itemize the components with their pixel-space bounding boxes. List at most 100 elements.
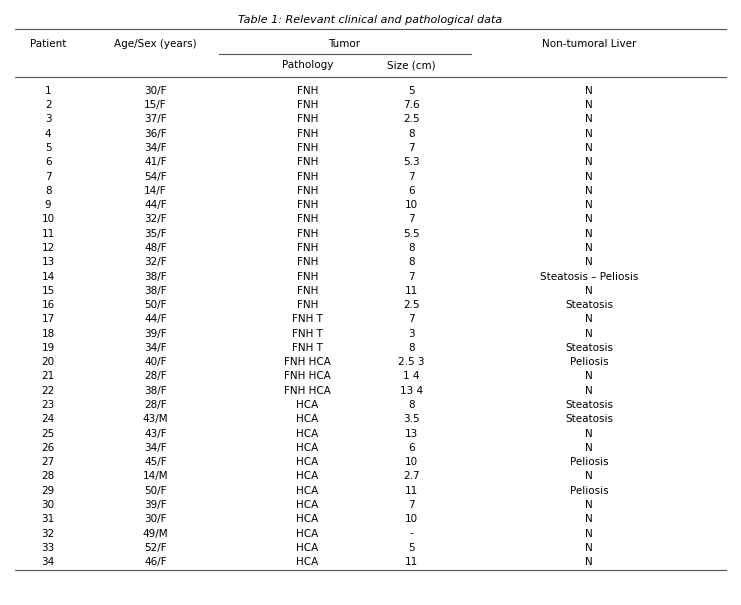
Text: HCA: HCA [296, 557, 319, 567]
Text: 18: 18 [41, 329, 55, 339]
Text: FNH: FNH [297, 143, 318, 153]
Text: FNH: FNH [297, 229, 318, 239]
Text: N: N [585, 229, 593, 239]
Text: 3.5: 3.5 [403, 414, 419, 424]
Text: N: N [585, 114, 593, 125]
Text: Pathology: Pathology [282, 60, 333, 71]
Text: 10: 10 [41, 214, 55, 224]
Text: N: N [585, 286, 593, 296]
Text: FNH: FNH [297, 272, 318, 281]
Text: 7: 7 [408, 143, 414, 153]
Text: FNH HCA: FNH HCA [284, 386, 331, 396]
Text: N: N [585, 386, 593, 396]
Text: HCA: HCA [296, 443, 319, 453]
Text: 7: 7 [408, 315, 414, 324]
Text: FNH: FNH [297, 186, 318, 196]
Text: Steatosis: Steatosis [565, 414, 613, 424]
Text: 2.5: 2.5 [403, 300, 419, 310]
Text: 19: 19 [41, 343, 55, 353]
Text: 5: 5 [408, 543, 414, 553]
Text: 7: 7 [408, 214, 414, 224]
Text: HCA: HCA [296, 414, 319, 424]
Text: 6: 6 [408, 186, 414, 196]
Text: 31: 31 [41, 514, 55, 525]
Text: 15/F: 15/F [144, 100, 167, 110]
Text: 38/F: 38/F [144, 286, 167, 296]
Text: N: N [585, 500, 593, 510]
Text: 29: 29 [41, 486, 55, 495]
Text: 13 4: 13 4 [399, 386, 423, 396]
Text: 49/M: 49/M [143, 529, 168, 538]
Text: 11: 11 [41, 229, 55, 239]
Text: 30/F: 30/F [144, 514, 167, 525]
Text: FNH HCA: FNH HCA [284, 357, 331, 367]
Text: 9: 9 [45, 200, 51, 210]
Text: 48/F: 48/F [144, 243, 167, 253]
Text: HCA: HCA [296, 543, 319, 553]
Text: 54/F: 54/F [144, 172, 167, 182]
Text: 39/F: 39/F [144, 500, 167, 510]
Text: 8: 8 [408, 400, 414, 410]
Text: 33: 33 [41, 543, 55, 553]
Text: 32/F: 32/F [144, 257, 167, 267]
Text: 50/F: 50/F [144, 486, 167, 495]
Text: 8: 8 [408, 243, 414, 253]
Text: 6: 6 [408, 443, 414, 453]
Text: 3: 3 [408, 329, 414, 339]
Text: 8: 8 [408, 257, 414, 267]
Text: 2.5 3: 2.5 3 [398, 357, 425, 367]
Text: FNH: FNH [297, 200, 318, 210]
Text: Steatosis: Steatosis [565, 343, 613, 353]
Text: 8: 8 [45, 186, 51, 196]
Text: Tumor: Tumor [328, 39, 361, 50]
Text: 23: 23 [41, 400, 55, 410]
Text: N: N [585, 315, 593, 324]
Text: 28: 28 [41, 471, 55, 482]
Text: N: N [585, 172, 593, 182]
Text: Peliosis: Peliosis [570, 357, 608, 367]
Text: 38/F: 38/F [144, 272, 167, 281]
Text: 50/F: 50/F [144, 300, 167, 310]
Text: 28/F: 28/F [144, 400, 167, 410]
Text: 24: 24 [41, 414, 55, 424]
Text: 1 4: 1 4 [403, 371, 419, 382]
Text: 39/F: 39/F [144, 329, 167, 339]
Text: Size (cm): Size (cm) [387, 60, 436, 71]
Text: FNH T: FNH T [292, 315, 323, 324]
Text: HCA: HCA [296, 457, 319, 467]
Text: 8: 8 [408, 343, 414, 353]
Text: 12: 12 [41, 243, 55, 253]
Text: Peliosis: Peliosis [570, 457, 608, 467]
Text: 5: 5 [45, 143, 51, 153]
Text: N: N [585, 143, 593, 153]
Text: FNH: FNH [297, 157, 318, 168]
Text: 8: 8 [408, 129, 414, 139]
Text: 34/F: 34/F [144, 343, 167, 353]
Text: 38/F: 38/F [144, 386, 167, 396]
Text: 7: 7 [408, 500, 414, 510]
Text: -: - [409, 529, 413, 538]
Text: 5.5: 5.5 [403, 229, 419, 239]
Text: 16: 16 [41, 300, 55, 310]
Text: HCA: HCA [296, 500, 319, 510]
Text: 35/F: 35/F [144, 229, 167, 239]
Text: FNH T: FNH T [292, 329, 323, 339]
Text: 32: 32 [41, 529, 55, 538]
Text: 40/F: 40/F [144, 357, 167, 367]
Text: 17: 17 [41, 315, 55, 324]
Text: FNH: FNH [297, 129, 318, 139]
Text: Patient: Patient [30, 39, 67, 50]
Text: 34/F: 34/F [144, 443, 167, 453]
Text: 11: 11 [405, 286, 418, 296]
Text: 27: 27 [41, 457, 55, 467]
Text: 7: 7 [408, 172, 414, 182]
Text: 41/F: 41/F [144, 157, 167, 168]
Text: FNH: FNH [297, 243, 318, 253]
Text: 15: 15 [41, 286, 55, 296]
Text: 20: 20 [41, 357, 55, 367]
Text: 30: 30 [41, 500, 55, 510]
Text: 14/M: 14/M [143, 471, 168, 482]
Text: HCA: HCA [296, 514, 319, 525]
Text: 43/M: 43/M [143, 414, 168, 424]
Text: N: N [585, 214, 593, 224]
